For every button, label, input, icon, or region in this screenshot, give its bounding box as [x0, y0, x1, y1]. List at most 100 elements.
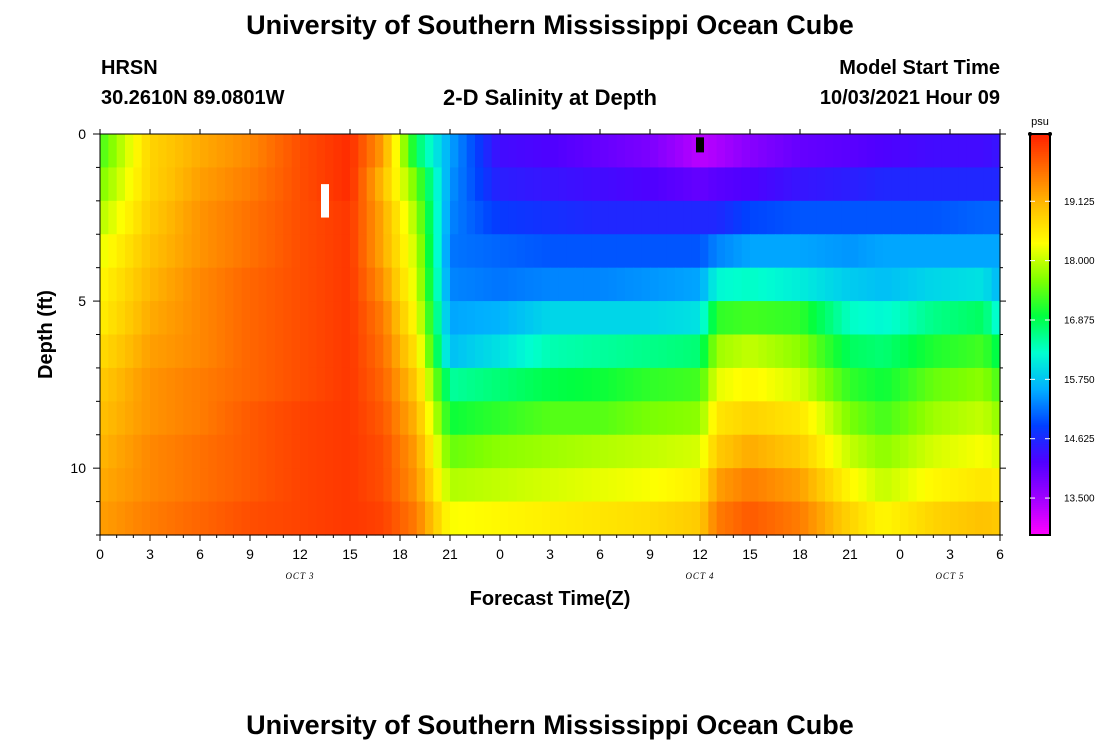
heatmap-cell [975, 167, 984, 202]
heatmap-cell [358, 234, 368, 269]
heatmap-cell [375, 134, 384, 169]
heatmap-cell [291, 167, 301, 202]
heatmap-cell [608, 468, 618, 503]
heatmap-cell [566, 468, 576, 503]
colorbar-segment [1030, 372, 1050, 376]
heatmap-cell [750, 200, 759, 235]
heatmap-cell [375, 267, 384, 302]
heatmap-cell [841, 234, 851, 269]
heatmap-cell [975, 434, 984, 469]
colorbar-segment [1030, 266, 1050, 269]
x-tick-label: 0 [96, 546, 104, 562]
heatmap-cell [841, 434, 851, 469]
heatmap-cell [750, 434, 759, 469]
heatmap-cell [400, 200, 409, 235]
heatmap-cell [791, 434, 801, 469]
heatmap-cell [350, 234, 359, 269]
heatmap-cell [475, 367, 484, 402]
heatmap-cell [875, 434, 884, 469]
heatmap-cell [616, 434, 626, 469]
heatmap-cell [750, 167, 759, 202]
heatmap-cell [841, 134, 851, 169]
heatmap-cell [650, 501, 659, 536]
heatmap-cell [758, 334, 768, 369]
heatmap-cell [308, 401, 318, 436]
colorbar-segment [1030, 258, 1050, 261]
heatmap-cell [216, 367, 226, 402]
colorbar-segment [1030, 418, 1050, 422]
model-start-value: 10/03/2021 Hour 09 [819, 87, 1000, 109]
heatmap-cell [775, 334, 784, 369]
heatmap-cell [575, 468, 584, 503]
colorbar-tick-label: 14.625 [1064, 434, 1095, 445]
x-tick-label: 9 [246, 546, 254, 562]
heatmap-cell [791, 267, 801, 302]
heatmap-cell [816, 134, 826, 169]
heatmap-cell [125, 401, 134, 436]
heatmap-cell [433, 401, 443, 436]
heatmap-cell [191, 501, 201, 536]
heatmap-cell [425, 501, 434, 536]
heatmap-cell [975, 367, 984, 402]
heatmap-cell [308, 200, 318, 235]
colorbar-segment [1030, 526, 1050, 530]
heatmap-cell [433, 367, 443, 402]
heatmap-cell [383, 301, 393, 336]
heatmap-cell [208, 501, 218, 536]
heatmap-cell [791, 367, 801, 402]
time-marker-1 [321, 184, 329, 218]
heatmap-cell [483, 434, 493, 469]
heatmap-cell [208, 200, 218, 235]
colorbar-segment [1030, 260, 1050, 263]
colorbar-segment [1030, 414, 1050, 418]
heatmap-cell [275, 301, 284, 336]
heatmap-cell [508, 267, 518, 302]
heatmap-cell [491, 434, 501, 469]
heatmap-cell [300, 501, 309, 536]
heatmap-cell [600, 301, 609, 336]
colorbar-segment [1030, 198, 1050, 201]
heatmap-cell [550, 234, 559, 269]
heatmap-cell [558, 434, 568, 469]
heatmap-cell [116, 234, 126, 269]
heatmap-cell [725, 234, 734, 269]
heatmap-cell [608, 267, 618, 302]
heatmap-cell [641, 267, 651, 302]
heatmap-cell [650, 434, 659, 469]
heatmap-cell [333, 468, 343, 503]
heatmap-cell [441, 301, 451, 336]
heatmap-cell [866, 167, 876, 202]
colorbar-segment [1030, 274, 1050, 277]
x-tick-label: 3 [946, 546, 954, 562]
heatmap-cell [250, 234, 259, 269]
colorbar-tick-label: 18.000 [1064, 256, 1095, 267]
heatmap-cell [225, 134, 234, 169]
heatmap-cell [800, 434, 809, 469]
heatmap-cell [750, 301, 759, 336]
heatmap-cell [433, 134, 443, 169]
heatmap-cell [208, 468, 218, 503]
heatmap-cell [716, 434, 726, 469]
heatmap-cell [391, 167, 401, 202]
colorbar-segment [1030, 314, 1050, 317]
heatmap-cell [933, 468, 943, 503]
heatmap-cell [691, 468, 701, 503]
colorbar-segment [1030, 430, 1050, 434]
heatmap-cell [191, 301, 201, 336]
heatmap-cell [583, 267, 593, 302]
heatmap-cell [258, 434, 268, 469]
heatmap-cell [958, 267, 968, 302]
heatmap-cell [441, 334, 451, 369]
heatmap-cell [766, 401, 776, 436]
heatmap-cell [350, 200, 359, 235]
heatmap-cell [983, 501, 993, 536]
heatmap-cell [925, 468, 934, 503]
heatmap-cell [258, 267, 268, 302]
heatmap-cell [250, 367, 259, 402]
heatmap-cell [908, 234, 918, 269]
heatmap-cell [675, 501, 684, 536]
heatmap-cell [858, 234, 868, 269]
heatmap-cell [883, 234, 893, 269]
colorbar-segment [1030, 516, 1050, 520]
heatmap-cell [150, 501, 159, 536]
